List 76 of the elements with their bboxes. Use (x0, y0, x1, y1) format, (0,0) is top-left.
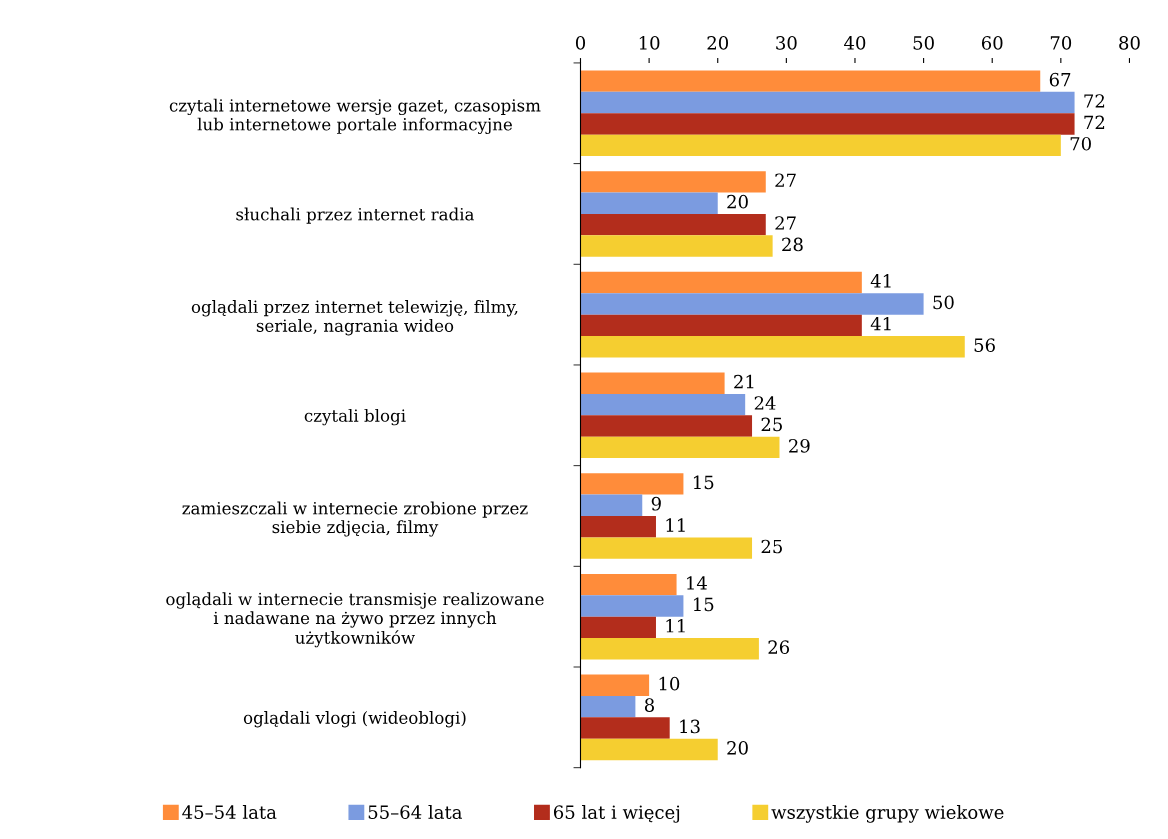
legend-label: 45–54 lata (182, 805, 277, 819)
legend-label: 65 lat i więcej (553, 805, 680, 823)
bar (580, 70, 1041, 92)
bar (580, 537, 753, 559)
legend-label: wszystkie grupy wiekowe (771, 805, 1004, 823)
bar (580, 192, 718, 214)
data-label: 13 (680, 719, 700, 734)
data-label: 20 (727, 741, 748, 755)
data-label: 29 (789, 438, 810, 453)
data-label: 25 (761, 417, 782, 432)
x-tick-label: 50 (913, 36, 934, 50)
data-label: 72 (1084, 115, 1105, 129)
bar (580, 616, 656, 639)
data-label: 15 (693, 597, 714, 612)
x-tick-label: 60 (981, 36, 1003, 50)
x-tick-label: 70 (1050, 36, 1072, 50)
bar (580, 336, 965, 358)
data-label: 41 (870, 316, 891, 331)
data-label: 10 (659, 676, 680, 691)
data-label: 27 (775, 173, 796, 187)
bar (580, 473, 684, 495)
y-tick-label: zamieszczali w internecie zrobione przez siebie zdjęcia, filmy (182, 501, 528, 537)
bar (580, 573, 677, 596)
x-tick-label: 0 (575, 36, 586, 50)
data-label: 70 (1070, 136, 1091, 151)
x-tick-label: 30 (776, 36, 797, 50)
bar (580, 213, 766, 236)
bar (580, 638, 759, 660)
bar (580, 695, 636, 718)
data-label: 26 (768, 640, 790, 654)
bar (580, 91, 1075, 114)
bar (580, 271, 862, 294)
data-label: 9 (651, 496, 661, 511)
data-label: 56 (974, 338, 995, 352)
data-label: 24 (754, 396, 776, 410)
data-label: 11 (666, 618, 685, 633)
bar (580, 674, 650, 696)
x-tick-label: 80 (1119, 36, 1140, 50)
x-tick-label: 20 (707, 36, 729, 50)
data-label: 72 (1084, 94, 1105, 108)
data-label: 20 (727, 194, 748, 209)
bar (580, 372, 725, 394)
data-label: 28 (782, 237, 803, 252)
y-tick-label: czytali internetowe wersje gazet, czasopism lub internetowe portale informacyjne (169, 98, 541, 135)
bar (580, 494, 643, 516)
y-tick-label: słuchali przez internet radia (236, 207, 474, 224)
bar (580, 293, 924, 315)
data-label: 50 (933, 295, 954, 310)
data-label: 25 (761, 539, 782, 554)
data-label: 67 (1049, 72, 1071, 87)
legend-label: 55–64 lata (368, 805, 462, 819)
bar (580, 415, 753, 437)
bar (580, 113, 1075, 135)
data-label: 41 (870, 274, 891, 288)
data-label: 15 (693, 475, 714, 490)
bar (580, 393, 746, 416)
bar (580, 738, 718, 761)
y-tick-label: czytali blogi (304, 408, 406, 426)
y-tick-label: oglądali vlogi (wideoblogi) (243, 711, 466, 728)
bar (580, 134, 1061, 157)
data-label: 27 (775, 216, 796, 230)
data-label: 14 (687, 576, 707, 590)
bar (580, 171, 766, 193)
bar (580, 595, 684, 617)
y-tick-label: oglądali w internecie transmisje realizowane i nadawane na żywo przez innych użytkowników (166, 592, 544, 648)
data-label: 11 (666, 518, 685, 532)
bar (580, 717, 670, 739)
data-label: 8 (644, 698, 654, 712)
bar (580, 235, 773, 257)
bar (580, 436, 780, 459)
x-tick-label: 10 (639, 36, 660, 50)
y-tick-label: oglądali przez internet telewizję, filmy, seriale, nagrania wideo (191, 300, 518, 336)
bar (580, 314, 862, 337)
bar (580, 515, 656, 538)
data-label: 21 (734, 374, 754, 389)
x-tick-label: 40 (844, 36, 866, 50)
